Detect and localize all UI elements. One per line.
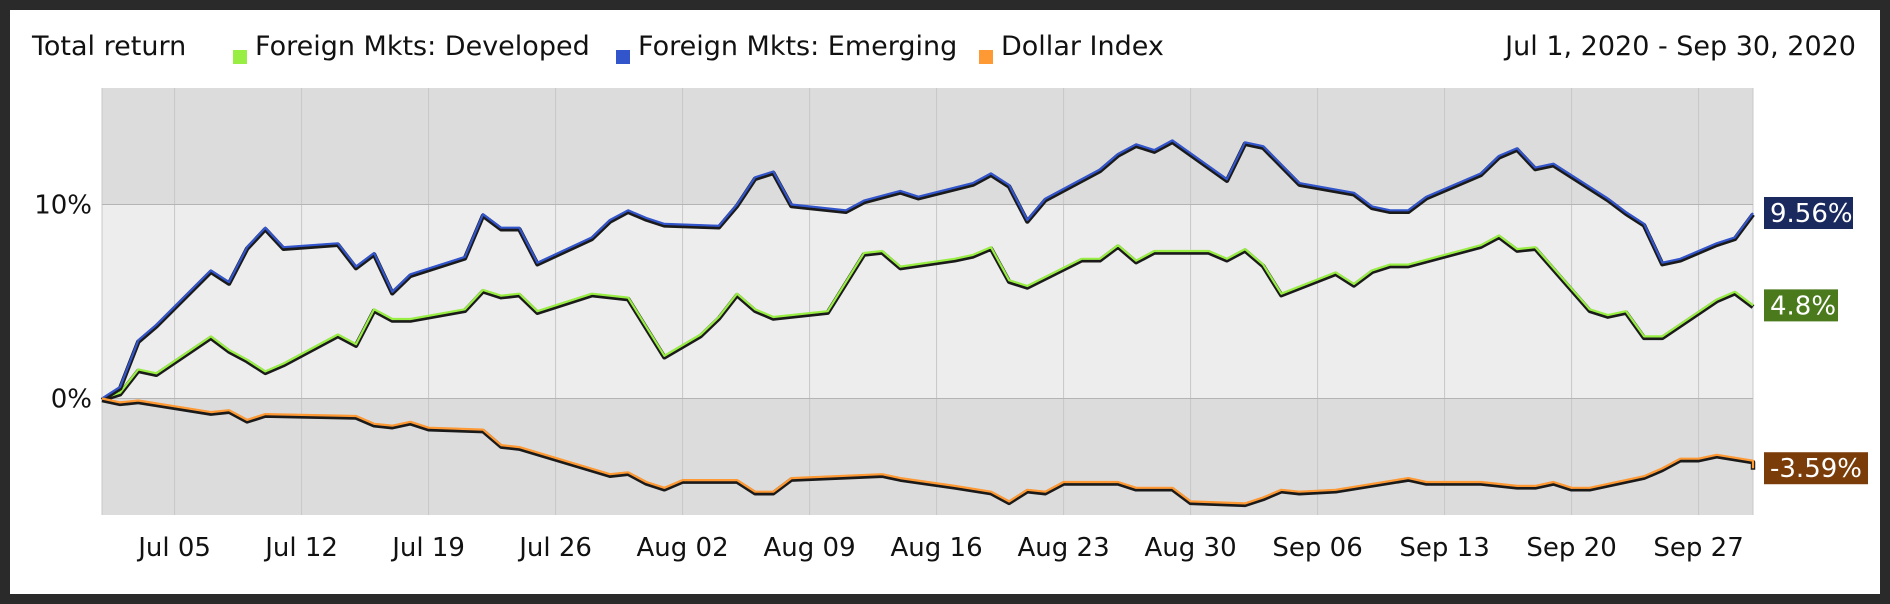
legend-label-emerging: Foreign Mkts: Emerging: [638, 31, 957, 62]
x-tick-label: Jul 12: [263, 533, 338, 563]
y-axis-ticks: 10% 0%: [34, 190, 92, 414]
legend-label-developed: Foreign Mkts: Developed: [255, 31, 590, 62]
x-tick-label: Aug 16: [891, 533, 983, 563]
x-tick-label: Sep 27: [1653, 533, 1743, 563]
end-label-emerging: 9.56%: [1770, 199, 1853, 229]
x-tick-label: Sep 20: [1526, 533, 1616, 563]
x-tick-label: Jul 19: [390, 533, 465, 563]
end-value-labels: 4.8% 9.56% -3.59%: [1764, 196, 1868, 485]
x-tick-label: Aug 09: [764, 533, 856, 563]
vertical-gridlines: [101, 88, 1754, 515]
series-lines: [100, 139, 1756, 508]
y-tick-label: 0%: [51, 385, 92, 415]
x-axis-ticks: Jul 05 Jul 12 Jul 19 Jul 26 Aug 02 Aug 09 Aug …: [136, 533, 1744, 563]
chart-card: Total return Foreign Mkts: Developed For…: [10, 10, 1880, 594]
band-upper: [102, 88, 1753, 205]
band-middle: [102, 204, 1753, 399]
legend-label-dollar: Dollar Index: [1001, 31, 1164, 62]
series-line-shadow: [100, 139, 1755, 402]
y-tick-label: 10%: [34, 190, 92, 220]
plot-background: [102, 88, 1753, 515]
legend-swatch-developed: [233, 50, 247, 64]
x-tick-label: Jul 05: [136, 533, 211, 563]
series-dollar: [101, 397, 1756, 508]
end-label-badge-developed: [1764, 289, 1838, 322]
series-developed: [101, 234, 1755, 403]
chart-svg: Total return Foreign Mkts: Developed For…: [31, 31, 1868, 563]
x-tick-label: Sep 13: [1399, 533, 1489, 563]
date-range-label: Jul 1, 2020 - Sep 30, 2020: [1503, 31, 1856, 62]
series-line-shadow: [101, 397, 1756, 508]
x-tick-label: Aug 30: [1145, 533, 1237, 563]
series-line: [101, 397, 1755, 505]
end-label-badge-dollar: [1764, 452, 1868, 485]
band-lower: [102, 398, 1753, 515]
series-line: [101, 139, 1754, 400]
horizontal-gridlines: [102, 203, 1753, 400]
end-label-badge-emerging: [1764, 196, 1853, 229]
legend-swatch-emerging: [616, 50, 630, 64]
series-line: [101, 234, 1754, 400]
legend-swatch-dollar: [979, 50, 993, 64]
series-emerging: [100, 139, 1755, 402]
x-tick-label: Aug 23: [1018, 533, 1110, 563]
end-label-developed: 4.8%: [1770, 291, 1836, 321]
x-tick-label: Aug 02: [637, 533, 729, 563]
x-tick-label: Sep 06: [1272, 533, 1362, 563]
end-label-dollar: -3.59%: [1770, 454, 1862, 484]
chart-title: Total return: [31, 31, 186, 62]
x-tick-label: Jul 26: [517, 533, 592, 563]
